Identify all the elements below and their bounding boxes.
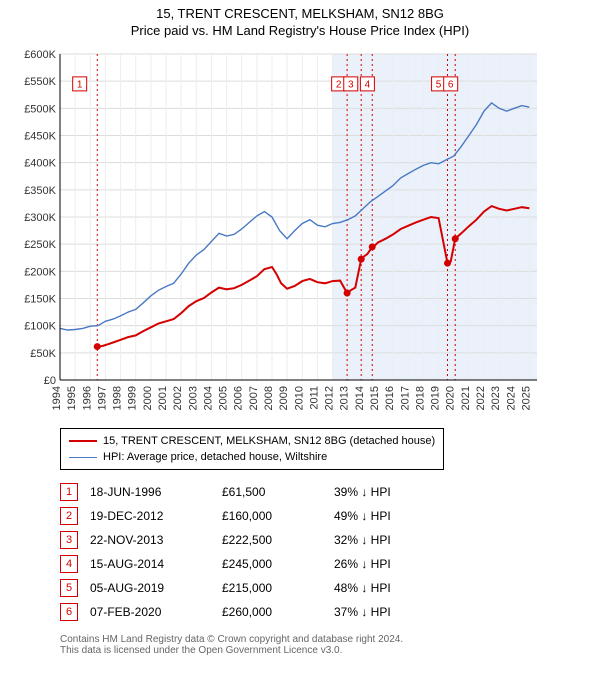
svg-text:1999: 1999 [127, 386, 139, 410]
svg-text:2009: 2009 [278, 386, 290, 410]
svg-text:2023: 2023 [490, 386, 502, 410]
svg-text:£450K: £450K [24, 131, 56, 143]
svg-text:2000: 2000 [142, 386, 154, 410]
sale-hpi-delta: 26% ↓ HPI [334, 552, 403, 576]
svg-text:2005: 2005 [218, 386, 230, 410]
svg-text:£50K: £50K [30, 348, 56, 360]
legend-label: 15, TRENT CRESCENT, MELKSHAM, SN12 8BG (… [103, 433, 435, 449]
svg-text:6: 6 [448, 79, 454, 90]
sale-index-box: 2 [60, 507, 78, 525]
legend-label: HPI: Average price, detached house, Wilt… [103, 449, 327, 465]
svg-text:2010: 2010 [293, 386, 305, 410]
sale-index-box: 6 [60, 603, 78, 621]
svg-text:2004: 2004 [202, 386, 214, 410]
svg-text:2008: 2008 [263, 386, 275, 410]
legend-swatch [69, 440, 97, 442]
sale-hpi-delta: 49% ↓ HPI [334, 504, 403, 528]
svg-text:1: 1 [77, 79, 83, 90]
sale-hpi-delta: 48% ↓ HPI [334, 576, 403, 600]
sale-date: 07-FEB-2020 [90, 600, 222, 624]
svg-text:£0: £0 [44, 375, 56, 387]
svg-text:£200K: £200K [24, 266, 56, 278]
svg-text:£250K: £250K [24, 239, 56, 251]
sale-hpi-delta: 37% ↓ HPI [334, 600, 403, 624]
svg-text:2016: 2016 [384, 386, 396, 410]
svg-text:2011: 2011 [308, 386, 320, 410]
sale-date: 15-AUG-2014 [90, 552, 222, 576]
svg-text:£350K: £350K [24, 185, 56, 197]
svg-text:3: 3 [348, 79, 354, 90]
footer-attribution: Contains HM Land Registry data © Crown c… [60, 634, 600, 656]
svg-text:£400K: £400K [24, 158, 56, 170]
table-row: 1 18-JUN-1996£61,50039% ↓ HPI [60, 480, 403, 504]
svg-text:2003: 2003 [187, 386, 199, 410]
svg-text:2007: 2007 [248, 386, 260, 410]
svg-text:1995: 1995 [66, 386, 78, 410]
svg-text:2015: 2015 [369, 386, 381, 410]
legend-swatch [69, 457, 97, 458]
sale-date: 18-JUN-1996 [90, 480, 222, 504]
sale-price: £222,500 [222, 528, 334, 552]
sales-table: 1 18-JUN-1996£61,50039% ↓ HPI 2 19-DEC-2012… [60, 480, 403, 624]
sale-price: £260,000 [222, 600, 334, 624]
sale-date: 05-AUG-2019 [90, 576, 222, 600]
svg-text:1996: 1996 [81, 386, 93, 410]
svg-text:2013: 2013 [339, 386, 351, 410]
price-chart: £0 £50K £100K £150K £200K £250K £300K £350K £400… [18, 50, 543, 420]
sale-date: 19-DEC-2012 [90, 504, 222, 528]
svg-text:2014: 2014 [354, 386, 366, 410]
svg-text:2021: 2021 [460, 386, 472, 410]
svg-text:1998: 1998 [112, 386, 124, 410]
table-row: 4 15-AUG-2014£245,00026% ↓ HPI [60, 552, 403, 576]
svg-text:1997: 1997 [96, 386, 108, 410]
legend-row: HPI: Average price, detached house, Wilt… [69, 449, 435, 465]
sale-index-box: 1 [60, 483, 78, 501]
svg-text:1994: 1994 [51, 386, 63, 410]
svg-text:2006: 2006 [233, 386, 245, 410]
table-row: 6 07-FEB-2020£260,00037% ↓ HPI [60, 600, 403, 624]
sale-index-box: 4 [60, 555, 78, 573]
svg-text:2020: 2020 [445, 386, 457, 410]
svg-text:£500K: £500K [24, 103, 56, 115]
footer-line-1: Contains HM Land Registry data © Crown c… [60, 634, 600, 645]
legend: 15, TRENT CRESCENT, MELKSHAM, SN12 8BG (… [60, 428, 444, 470]
sale-date: 22-NOV-2013 [90, 528, 222, 552]
sale-index-box: 5 [60, 579, 78, 597]
svg-text:2025: 2025 [520, 386, 532, 410]
sale-price: £245,000 [222, 552, 334, 576]
svg-text:4: 4 [365, 79, 371, 90]
svg-text:£150K: £150K [24, 294, 56, 306]
table-row: 2 19-DEC-2012£160,00049% ↓ HPI [60, 504, 403, 528]
svg-text:2012: 2012 [324, 386, 336, 410]
svg-text:2019: 2019 [430, 386, 442, 410]
legend-row: 15, TRENT CRESCENT, MELKSHAM, SN12 8BG (… [69, 433, 435, 449]
sale-hpi-delta: 32% ↓ HPI [334, 528, 403, 552]
table-row: 3 22-NOV-2013£222,50032% ↓ HPI [60, 528, 403, 552]
footer-line-2: This data is licensed under the Open Gov… [60, 645, 600, 656]
sale-price: £61,500 [222, 480, 334, 504]
svg-text:£550K: £550K [24, 76, 56, 88]
title-sub: Price paid vs. HM Land Registry's House … [0, 23, 600, 38]
sale-hpi-delta: 39% ↓ HPI [334, 480, 403, 504]
svg-text:2001: 2001 [157, 386, 169, 410]
svg-text:2017: 2017 [399, 386, 411, 410]
svg-text:2: 2 [336, 79, 342, 90]
svg-text:2024: 2024 [505, 386, 517, 410]
svg-text:2018: 2018 [414, 386, 426, 410]
svg-text:2022: 2022 [475, 386, 487, 410]
sale-price: £160,000 [222, 504, 334, 528]
sale-price: £215,000 [222, 576, 334, 600]
svg-text:£100K: £100K [24, 321, 56, 333]
title-main: 15, TRENT CRESCENT, MELKSHAM, SN12 8BG [0, 6, 600, 21]
svg-text:5: 5 [436, 79, 442, 90]
table-row: 5 05-AUG-2019£215,00048% ↓ HPI [60, 576, 403, 600]
svg-text:2002: 2002 [172, 386, 184, 410]
sale-index-box: 3 [60, 531, 78, 549]
svg-text:£300K: £300K [24, 212, 56, 224]
svg-text:£600K: £600K [24, 50, 56, 61]
